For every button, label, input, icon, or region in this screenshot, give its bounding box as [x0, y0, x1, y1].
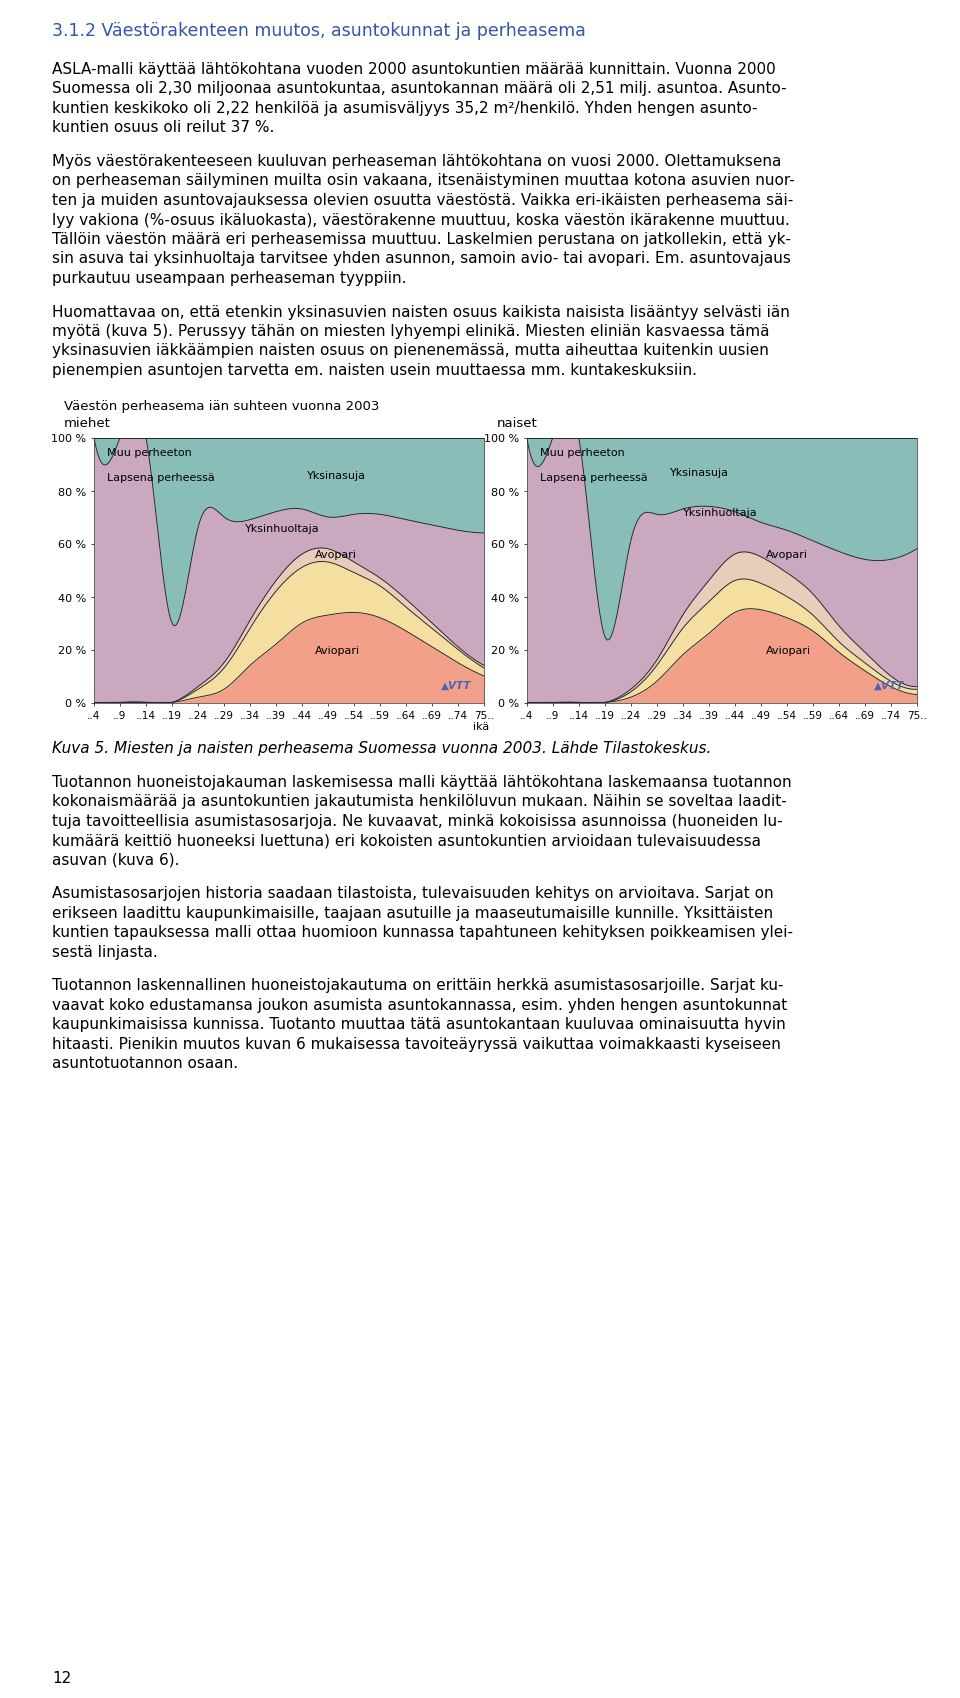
- Text: miehet: miehet: [64, 418, 110, 430]
- Text: kokonaismäärää ja asuntokuntien jakautumista henkilöluvun mukaan. Näihin se sove: kokonaismäärää ja asuntokuntien jakautum…: [52, 795, 787, 808]
- Text: purkautuu useampaan perheaseman tyyppiin.: purkautuu useampaan perheaseman tyyppiin…: [52, 272, 406, 285]
- Text: Aviopari: Aviopari: [315, 645, 360, 655]
- Text: sin asuva tai yksinhuoltaja tarvitsee yhden asunnon, samoin avio- tai avopari. E: sin asuva tai yksinhuoltaja tarvitsee yh…: [52, 251, 791, 267]
- Text: Avopari: Avopari: [766, 550, 808, 560]
- Text: 12: 12: [52, 1671, 71, 1684]
- Text: hitaasti. Pienikin muutos kuvan 6 mukaisessa tavoiteäyryssä vaikuttaa voimakkaas: hitaasti. Pienikin muutos kuvan 6 mukais…: [52, 1036, 780, 1051]
- Text: ▲VTT: ▲VTT: [875, 681, 904, 691]
- Text: sestä linjasta.: sestä linjasta.: [52, 944, 157, 959]
- Text: Yksinasuja: Yksinasuja: [670, 467, 729, 477]
- Text: ASLA-malli käyttää lähtökohtana vuoden 2000 asuntokuntien määrää kunnittain. Vuo: ASLA-malli käyttää lähtökohtana vuoden 2…: [52, 61, 776, 76]
- Text: kuntien tapauksessa malli ottaa huomioon kunnassa tapahtuneen kehityksen poikkea: kuntien tapauksessa malli ottaa huomioon…: [52, 925, 793, 941]
- Text: Muu perheeton: Muu perheeton: [107, 448, 192, 457]
- Text: 3.1.2 Väestörakenteen muutos, asuntokunnat ja perheasema: 3.1.2 Väestörakenteen muutos, asuntokunn…: [52, 22, 586, 41]
- Text: Lapsena perheessä: Lapsena perheessä: [540, 472, 648, 482]
- Text: Avopari: Avopari: [315, 550, 357, 560]
- Text: erikseen laadittu kaupunkimaisille, taajaan asutuille ja maaseutumaisille kunnil: erikseen laadittu kaupunkimaisille, taaj…: [52, 905, 773, 920]
- Text: Tällöin väestön määrä eri perheasemissa muuttuu. Laskelmien perustana on jatkoll: Tällöin väestön määrä eri perheasemissa …: [52, 233, 791, 246]
- Text: Kuva 5. Miesten ja naisten perheasema Suomessa vuonna 2003. Lähde Tilastokeskus.: Kuva 5. Miesten ja naisten perheasema Su…: [52, 740, 711, 756]
- Text: kaupunkimaisissa kunnissa. Tuotanto muuttaa tätä asuntokantaan kuuluvaa ominaisu: kaupunkimaisissa kunnissa. Tuotanto muut…: [52, 1017, 785, 1032]
- Text: Yksinhuoltaja: Yksinhuoltaja: [245, 523, 320, 533]
- Text: kuntien osuus oli reilut 37 %.: kuntien osuus oli reilut 37 %.: [52, 121, 275, 136]
- Text: ▲VTT: ▲VTT: [442, 681, 472, 691]
- Text: Asumistasosarjojen historia saadaan tilastoista, tulevaisuuden kehitys on arvioi: Asumistasosarjojen historia saadaan tila…: [52, 886, 774, 902]
- Text: Suomessa oli 2,30 miljoonaa asuntokuntaa, asuntokannan määrä oli 2,51 milj. asun: Suomessa oli 2,30 miljoonaa asuntokuntaa…: [52, 82, 786, 97]
- Text: Aviopari: Aviopari: [766, 645, 811, 655]
- Text: vaavat koko edustamansa joukon asumista asuntokannassa, esim. yhden hengen asunt: vaavat koko edustamansa joukon asumista …: [52, 997, 787, 1012]
- Text: Huomattavaa on, että etenkin yksinasuvien naisten osuus kaikista naisista lisään: Huomattavaa on, että etenkin yksinasuvie…: [52, 304, 790, 319]
- Text: Tuotannon laskennallinen huoneistojakautuma on erittäin herkkä asumistasosarjoil: Tuotannon laskennallinen huoneistojakaut…: [52, 978, 783, 993]
- Text: asuvan (kuva 6).: asuvan (kuva 6).: [52, 852, 180, 868]
- Text: Tuotannon huoneistojakauman laskemisessa malli käyttää lähtökohtana laskemaansa : Tuotannon huoneistojakauman laskemisessa…: [52, 774, 792, 790]
- Text: tuja tavoitteellisia asumistasosarjoja. Ne kuvaavat, minkä kokoisissa asunnoissa: tuja tavoitteellisia asumistasosarjoja. …: [52, 813, 782, 829]
- Text: ten ja muiden asuntovajauksessa olevien osuutta väestöstä. Vaikka eri-ikäisten p: ten ja muiden asuntovajauksessa olevien …: [52, 194, 793, 207]
- Text: kuntien keskikoko oli 2,22 henkilöä ja asumisväljyys 35,2 m²/henkilö. Yhden heng: kuntien keskikoko oli 2,22 henkilöä ja a…: [52, 100, 757, 115]
- Text: asuntotuotannon osaan.: asuntotuotannon osaan.: [52, 1056, 238, 1071]
- Text: Muu perheeton: Muu perheeton: [540, 448, 625, 457]
- Text: ikä: ikä: [472, 722, 489, 732]
- Text: naiset: naiset: [497, 418, 538, 430]
- Text: Yksinasuja: Yksinasuja: [307, 470, 366, 481]
- Text: pienempien asuntojen tarvetta em. naisten usein muuttaessa mm. kuntakeskuksiin.: pienempien asuntojen tarvetta em. naiste…: [52, 363, 697, 377]
- Text: Väestön perheasema iän suhteen vuonna 2003: Väestön perheasema iän suhteen vuonna 20…: [64, 401, 379, 413]
- Text: Yksinhuoltaja: Yksinhuoltaja: [683, 508, 757, 518]
- Text: on perheaseman säilyminen muilta osin vakaana, itsenäistyminen muuttaa kotona as: on perheaseman säilyminen muilta osin va…: [52, 173, 795, 188]
- Text: myötä (kuva 5). Perussyy tähän on miesten lyhyempi elinikä. Miesten eliniän kasv: myötä (kuva 5). Perussyy tähän on mieste…: [52, 324, 770, 340]
- Text: lyy vakiona (%-osuus ikäluokasta), väestörakenne muuttuu, koska väestön ikäraken: lyy vakiona (%-osuus ikäluokasta), väest…: [52, 212, 790, 228]
- Text: Lapsena perheessä: Lapsena perheessä: [107, 472, 215, 482]
- Text: yksinasuvien iäkkäämpien naisten osuus on pienenemässä, mutta aiheuttaa kuitenki: yksinasuvien iäkkäämpien naisten osuus o…: [52, 343, 769, 358]
- Text: Myös väestörakenteeseen kuuluvan perheaseman lähtökohtana on vuosi 2000. Olettam: Myös väestörakenteeseen kuuluvan perheas…: [52, 155, 781, 168]
- Text: kumäärä keittiö huoneeksi luettuna) eri kokoisten asuntokuntien arvioidaan tulev: kumäärä keittiö huoneeksi luettuna) eri …: [52, 834, 761, 847]
